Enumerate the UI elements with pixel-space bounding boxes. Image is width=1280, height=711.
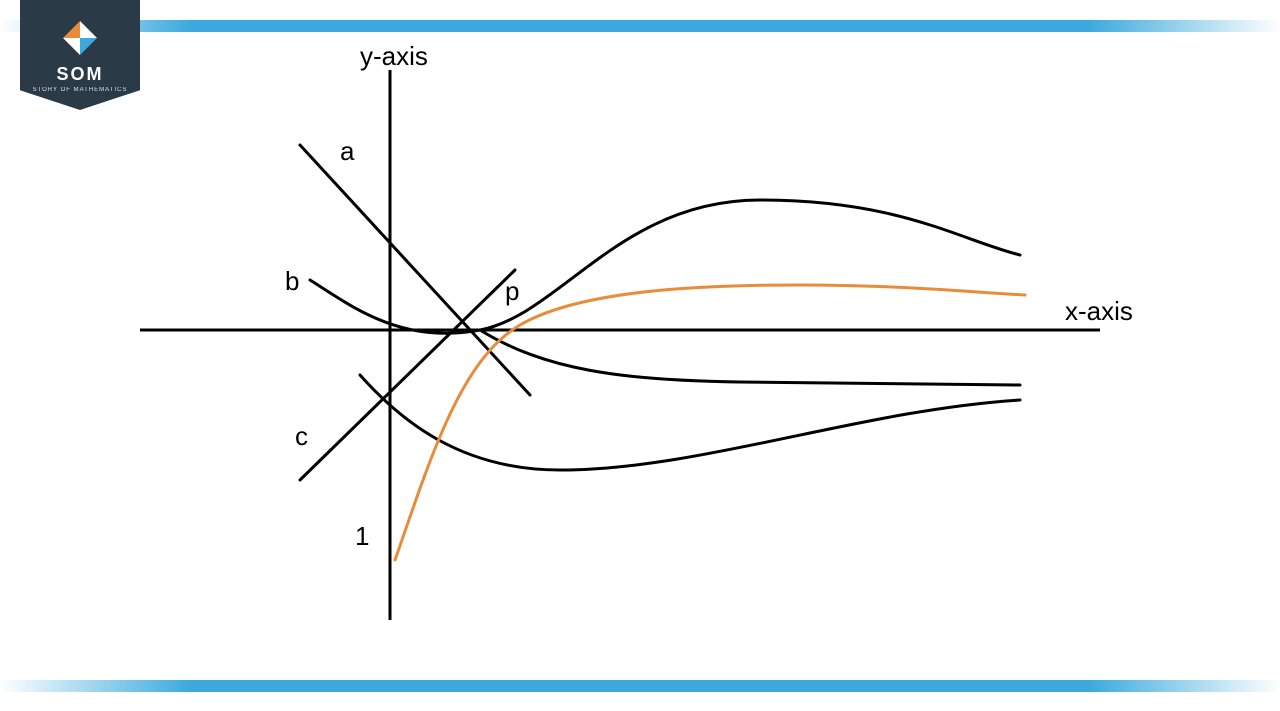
x-axis-label: x-axis xyxy=(1065,296,1133,326)
curve-b-lower xyxy=(360,375,1020,470)
curve-p-inner xyxy=(480,330,1020,385)
curve-b-upper-label: b xyxy=(285,266,299,296)
line-c-label: c xyxy=(295,421,308,451)
curve-p-inner-label: p xyxy=(505,276,519,306)
curve-b-upper xyxy=(310,200,1020,333)
coordinate-diagram: x-axis y-axis a c b p 1 xyxy=(0,0,1280,711)
curve-orange-label: 1 xyxy=(355,521,369,551)
line-a xyxy=(300,145,530,395)
line-a-label: a xyxy=(340,136,355,166)
line-c xyxy=(300,270,515,480)
y-axis-label: y-axis xyxy=(360,41,428,71)
